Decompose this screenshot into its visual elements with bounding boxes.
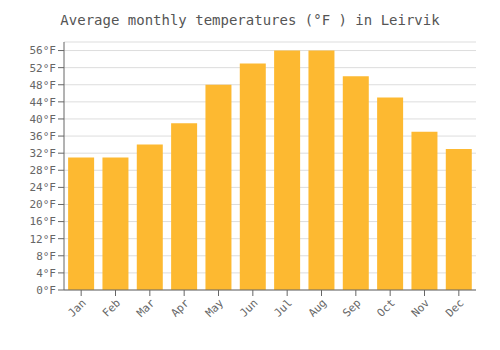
svg-text:Nov: Nov [409,296,433,320]
svg-text:12°F: 12°F [30,233,57,246]
svg-text:Oct: Oct [375,296,398,319]
svg-text:Apr: Apr [169,296,193,320]
svg-text:4°F: 4°F [36,267,56,280]
svg-text:48°F: 48°F [30,79,57,92]
svg-text:56°F: 56°F [30,44,57,57]
svg-text:Jan: Jan [66,296,89,319]
svg-text:Aug: Aug [306,296,329,319]
svg-text:40°F: 40°F [30,113,57,126]
svg-text:Sep: Sep [340,296,363,319]
svg-text:Jun: Jun [237,296,260,319]
svg-text:Jul: Jul [272,296,295,319]
svg-text:Dec: Dec [443,296,466,319]
html-text:Average monthly temperatures (: Average monthly temperatures (°F ) in Le… [60,12,440,28]
svg-text:32°F: 32°F [30,147,57,160]
svg-text:52°F: 52°F [30,62,57,75]
svg-text:16°F: 16°F [30,215,57,228]
svg-text:Mar: Mar [134,296,158,320]
svg-text:May: May [203,296,227,320]
svg-text:20°F: 20°F [30,198,57,211]
svg-text:28°F: 28°F [30,164,57,177]
svg-text:24°F: 24°F [30,181,57,194]
svg-text:Feb: Feb [100,296,123,319]
svg-text:36°F: 36°F [30,130,57,143]
svg-text:8°F: 8°F [36,250,56,263]
svg-text:0°F: 0°F [36,284,56,297]
svg-text:44°F: 44°F [30,96,57,109]
